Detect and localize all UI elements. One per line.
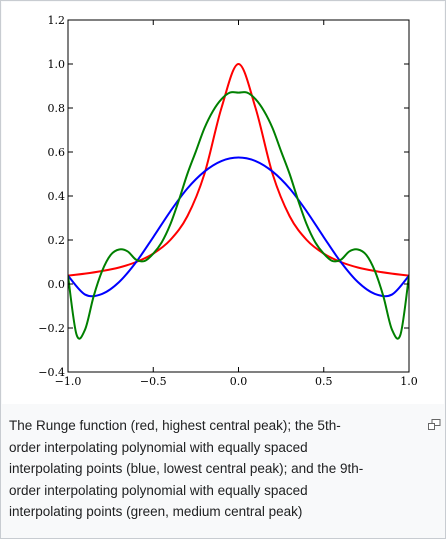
series-line-1 xyxy=(68,156,409,298)
caption-text: The Runge function (red, highest central… xyxy=(9,418,364,519)
y-tick-label: 0.6 xyxy=(48,146,66,159)
y-tick-label: 0.8 xyxy=(48,102,66,115)
x-tick-label: 1.0 xyxy=(400,375,418,388)
chart-image[interactable]: −1.0 −0.5 0.0 0.5 1.0 −0.4 −0.2 0.0 0.2 0.4 0.6 0.8… xyxy=(2,2,444,404)
x-tick-label: 0.0 xyxy=(230,375,248,388)
y-tick-label: −0.2 xyxy=(38,322,65,335)
y-tick-label: 1.0 xyxy=(48,58,66,71)
y-tick-label: 1.2 xyxy=(48,14,66,27)
x-tick-label: −1.0 xyxy=(55,375,82,388)
y-tick-label: −0.4 xyxy=(38,366,65,379)
x-tick-label: 0.5 xyxy=(315,375,333,388)
series-line-2 xyxy=(68,91,409,340)
runge-chart: −1.0 −0.5 0.0 0.5 1.0 −0.4 −0.2 0.0 0.2 0.4 0.6 0.8… xyxy=(38,14,418,388)
plot-frame xyxy=(67,19,410,373)
y-tick-label: 0.4 xyxy=(48,190,66,203)
magnify-clip-icon[interactable] xyxy=(428,417,441,430)
series-line-0 xyxy=(68,62,409,277)
figure-caption: The Runge function (red, highest central… xyxy=(9,415,437,523)
y-tick-label: 0.0 xyxy=(48,278,66,291)
y-tick-label: 0.2 xyxy=(48,234,66,247)
x-tick-label: −0.5 xyxy=(140,375,167,388)
